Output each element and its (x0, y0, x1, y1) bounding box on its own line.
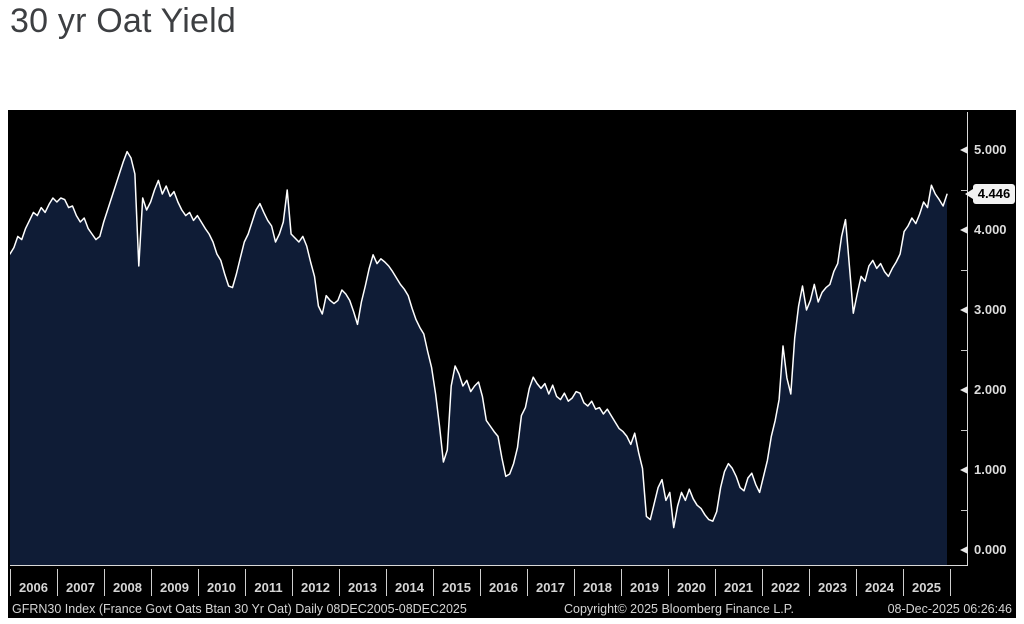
footer-timestamp: 08-Dec-2025 06:26:46 (887, 602, 1012, 616)
footer-copyright: Copyright© 2025 Bloomberg Finance L.P. (564, 602, 794, 616)
x-axis-year-label: 2007 (66, 580, 95, 595)
y-axis-major-tick (960, 466, 968, 474)
x-axis-tick (480, 569, 481, 596)
y-axis-line (967, 112, 968, 566)
x-axis-tick (245, 569, 246, 596)
x-axis-tick (57, 569, 58, 596)
last-price-badge-notch (965, 189, 973, 200)
x-axis-tick (950, 569, 951, 596)
x-axis-tick (151, 569, 152, 596)
x-axis-tick (856, 569, 857, 596)
y-axis-tick-label: 1.000 (974, 462, 1007, 477)
x-axis-year-label: 2014 (395, 580, 424, 595)
x-axis-tick (198, 569, 199, 596)
y-axis-major-tick (960, 546, 968, 554)
y-axis-minor-tick (961, 430, 968, 431)
x-axis-year-label: 2017 (536, 580, 565, 595)
x-axis-tick (104, 569, 105, 596)
bloomberg-chart-panel: 0.000 1.000 2.000 3.000 4.000 5.000 2006 2007 2… (8, 110, 1016, 618)
x-axis-year-label: 2020 (677, 580, 706, 595)
yield-area-chart[interactable] (10, 112, 967, 565)
x-axis-year-label: 2023 (818, 580, 847, 595)
chart-footer: GFRN30 Index (France Govt Oats Btan 30 Y… (8, 600, 1016, 618)
x-axis-tick (10, 569, 11, 596)
y-axis-tick-label: 4.000 (974, 222, 1007, 237)
x-axis-tick (527, 569, 528, 596)
y-axis-major-tick (960, 226, 968, 234)
y-axis-major-tick (960, 306, 968, 314)
x-axis-tick (574, 569, 575, 596)
x-axis-year-label: 2006 (19, 580, 48, 595)
y-axis-tick-label: 3.000 (974, 302, 1007, 317)
chart-price-line (10, 150, 948, 529)
x-axis-tick (762, 569, 763, 596)
y-axis-tick-label: 0.000 (974, 542, 1007, 557)
x-axis-tick (292, 569, 293, 596)
last-price-badge: 4.446 (973, 184, 1015, 205)
x-axis-line (10, 565, 968, 566)
x-axis-tick (809, 569, 810, 596)
x-axis-tick (621, 569, 622, 596)
y-axis-major-tick (960, 146, 968, 154)
x-axis-tick (433, 569, 434, 596)
x-axis-year-label: 2009 (160, 580, 189, 595)
y-axis-minor-tick (961, 270, 968, 271)
x-axis-year-label: 2018 (583, 580, 612, 595)
y-axis-tick-label: 5.000 (974, 142, 1007, 157)
chart-area-fill (10, 151, 947, 565)
x-axis-year-label: 2015 (442, 580, 471, 595)
x-axis-year-label: 2011 (254, 580, 283, 595)
x-axis-year-label: 2013 (348, 580, 377, 595)
x-axis-year-label: 2008 (113, 580, 142, 595)
x-axis-year-label: 2019 (630, 580, 659, 595)
x-axis-year-label: 2016 (489, 580, 518, 595)
x-axis-year-label: 2010 (207, 580, 236, 595)
x-axis-tick (386, 569, 387, 596)
y-axis-tick-label: 2.000 (974, 382, 1007, 397)
x-axis-tick (668, 569, 669, 596)
y-axis-major-tick (960, 386, 968, 394)
x-axis-year-label: 2025 (912, 580, 941, 595)
x-axis-tick (903, 569, 904, 596)
y-axis-minor-tick (961, 190, 968, 191)
x-axis-tick (339, 569, 340, 596)
y-axis-minor-tick (961, 350, 968, 351)
y-axis-minor-tick (961, 510, 968, 511)
footer-security-description: GFRN30 Index (France Govt Oats Btan 30 Y… (12, 602, 467, 616)
x-axis-year-label: 2021 (724, 580, 753, 595)
x-axis-year-label: 2022 (771, 580, 800, 595)
x-axis-year-label: 2012 (301, 580, 330, 595)
x-axis-year-label: 2024 (865, 580, 894, 595)
x-axis-tick (715, 569, 716, 596)
page-title: 30 yr Oat Yield (10, 2, 237, 40)
